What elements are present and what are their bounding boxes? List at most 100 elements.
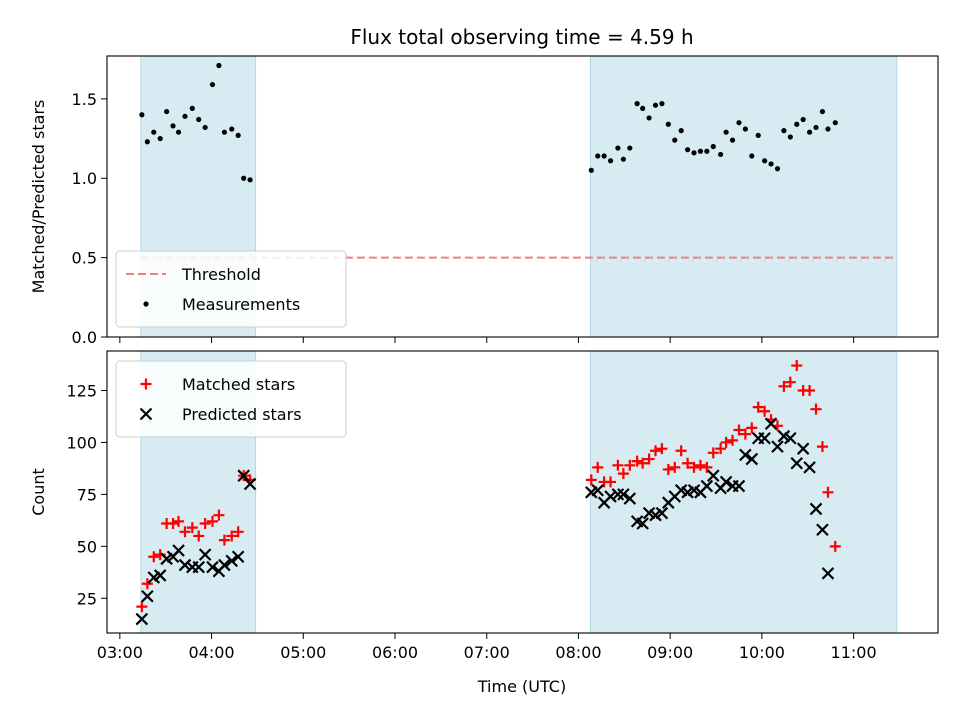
data-point xyxy=(186,522,198,534)
data-point xyxy=(742,126,748,132)
data-point xyxy=(662,463,674,475)
data-point xyxy=(800,116,806,123)
data-point xyxy=(631,455,643,467)
data-point xyxy=(665,121,671,127)
data-point xyxy=(206,560,219,574)
y-tick-label: 100 xyxy=(66,433,97,452)
data-point xyxy=(229,126,235,132)
data-point xyxy=(209,81,216,88)
data-point xyxy=(810,403,822,415)
x-axis-label: Time (UTC) xyxy=(477,677,566,696)
data-point xyxy=(790,456,804,470)
data-point xyxy=(136,601,148,613)
data-point xyxy=(804,384,816,396)
data-point xyxy=(216,62,222,69)
shaded-interval xyxy=(589,55,898,338)
data-point xyxy=(723,129,729,135)
data-point xyxy=(604,490,617,503)
data-point xyxy=(231,550,245,564)
y-tick-label: 125 xyxy=(66,381,97,400)
data-point xyxy=(718,151,724,158)
data-point xyxy=(697,148,704,154)
data-point xyxy=(634,101,640,107)
data-point xyxy=(139,112,145,118)
data-point xyxy=(710,143,716,150)
data-point xyxy=(615,145,621,151)
legend-label: Measurements xyxy=(182,295,300,314)
data-point xyxy=(691,150,697,156)
data-point xyxy=(803,461,816,474)
data-point xyxy=(225,554,239,568)
data-point xyxy=(825,126,831,132)
data-point xyxy=(243,477,257,491)
data-point xyxy=(752,401,764,413)
data-point xyxy=(226,530,238,542)
data-point xyxy=(206,515,218,527)
data-point xyxy=(605,476,617,488)
data-point xyxy=(167,517,179,529)
data-point xyxy=(771,440,784,453)
y-axis-label: Count xyxy=(29,468,48,516)
data-point xyxy=(739,428,751,440)
data-point xyxy=(796,442,810,455)
chart-title: Flux total observing time = 4.59 h xyxy=(350,25,693,49)
data-point xyxy=(607,158,614,164)
x-tick-label: 10:00 xyxy=(739,643,785,662)
data-point xyxy=(591,483,604,497)
legend-box xyxy=(115,250,347,328)
data-point xyxy=(707,469,720,482)
x-tick-label: 04:00 xyxy=(189,643,235,662)
data-point xyxy=(247,177,253,183)
y-axis-label: Matched/Predicted stars xyxy=(29,100,48,294)
data-point xyxy=(218,558,231,572)
data-point xyxy=(623,492,637,505)
data-point xyxy=(700,479,714,493)
data-point xyxy=(627,145,633,151)
data-point xyxy=(151,129,157,135)
legend-marker xyxy=(143,301,149,307)
data-point xyxy=(221,129,228,135)
data-point xyxy=(704,148,710,154)
data-point xyxy=(816,523,829,536)
data-point xyxy=(588,167,594,173)
data-point xyxy=(768,161,774,167)
data-point xyxy=(758,432,771,445)
data-point xyxy=(237,469,250,482)
data-point xyxy=(787,134,793,140)
data-point xyxy=(816,441,828,453)
data-point xyxy=(192,560,205,574)
x-tick-label: 11:00 xyxy=(831,643,877,662)
data-point xyxy=(732,479,746,493)
data-point xyxy=(821,567,835,580)
count-panel: 25 50 75 100 125 03:00 04:00 05:00 06:00 07:00 08:… xyxy=(29,350,939,662)
data-point xyxy=(218,534,230,546)
data-point xyxy=(774,166,781,172)
data-point xyxy=(636,517,649,530)
data-point xyxy=(595,153,601,159)
data-point xyxy=(649,445,661,457)
data-point xyxy=(755,132,761,138)
data-point xyxy=(715,443,727,455)
data-point xyxy=(601,153,607,159)
data-point xyxy=(198,548,212,561)
ratio-panel: 0.0 0.5 1.0 1.5 Matched/Predicted stars Thres… xyxy=(29,55,939,347)
x-tick-label: 03:00 xyxy=(97,643,143,662)
data-point xyxy=(749,153,755,159)
data-point xyxy=(682,457,694,469)
data-point xyxy=(719,475,733,489)
data-point xyxy=(791,360,803,372)
legend-label: Threshold xyxy=(181,265,261,284)
data-point xyxy=(646,115,652,121)
legend-box xyxy=(115,360,347,438)
data-point xyxy=(669,461,681,473)
x-tick-label: 08:00 xyxy=(555,643,601,662)
data-point xyxy=(241,175,247,181)
data-point xyxy=(745,452,759,466)
legend: Threshold Measurements xyxy=(115,250,347,328)
data-point xyxy=(784,432,797,445)
y-tick-label: 1.0 xyxy=(72,169,97,188)
data-point xyxy=(655,506,669,520)
data-point xyxy=(652,102,659,108)
data-point xyxy=(764,417,778,431)
